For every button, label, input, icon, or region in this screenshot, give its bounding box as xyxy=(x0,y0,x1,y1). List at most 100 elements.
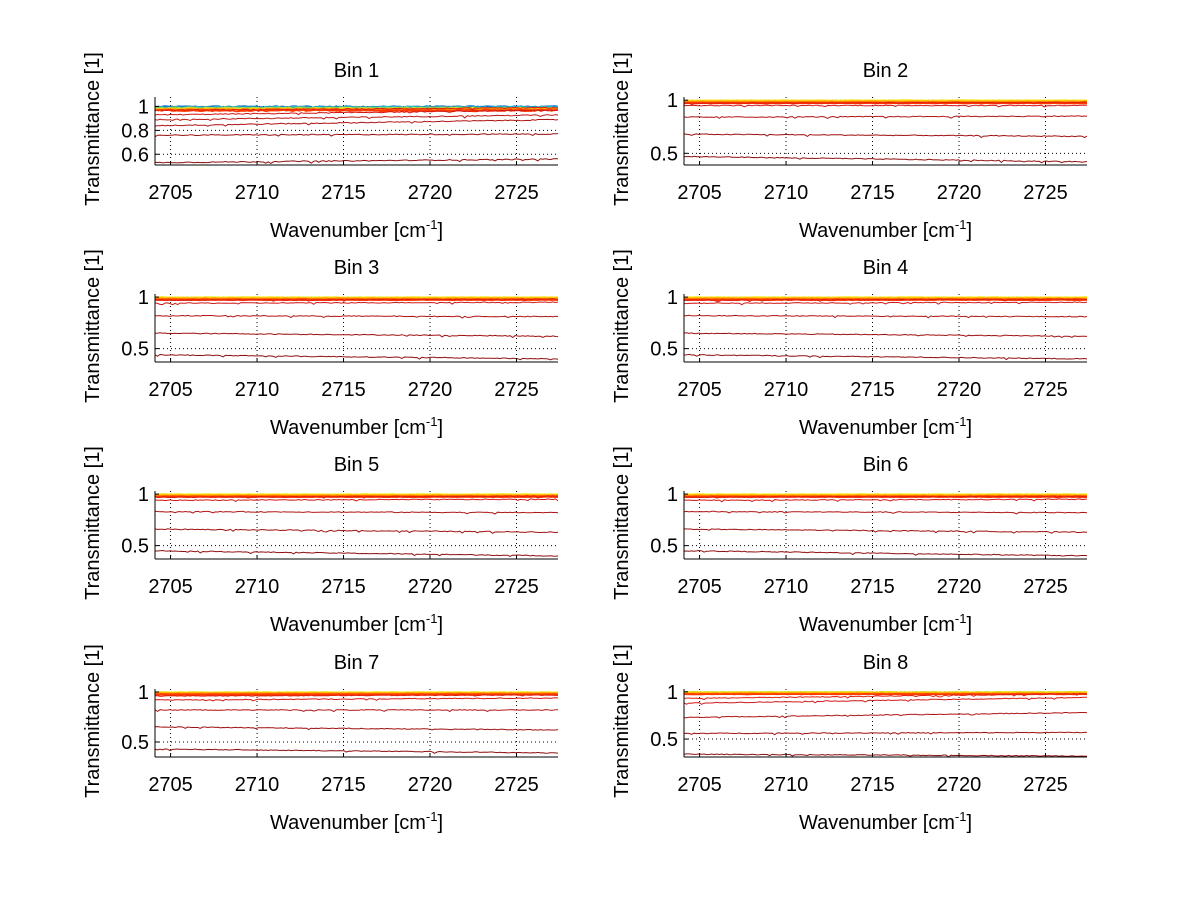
series-group xyxy=(684,296,1087,361)
series-line-curve-b xyxy=(155,697,558,702)
series-line-curve-e xyxy=(684,549,1087,557)
series-group xyxy=(155,296,558,361)
y-tick-label: 1 xyxy=(138,97,149,119)
series-line-curve-e xyxy=(684,353,1087,361)
x-tick-label: 2715 xyxy=(321,774,366,796)
x-tick-label: 2715 xyxy=(850,576,895,598)
series-line-curve-a xyxy=(155,106,558,113)
subplot-title: Bin 3 xyxy=(334,257,380,279)
series-line-curve-a xyxy=(684,495,1087,499)
subplot-title: Bin 2 xyxy=(863,60,909,82)
series-line-curve-e xyxy=(684,155,1087,164)
band-curve xyxy=(155,109,558,113)
band-curve xyxy=(155,496,558,499)
series-group xyxy=(684,690,1087,757)
x-axis-label: Wavenumber [cm-1] xyxy=(799,809,972,834)
x-tick-label: 2720 xyxy=(937,182,982,204)
y-axis-label: Transmittance [1] xyxy=(82,52,104,206)
series-line-curve-e xyxy=(155,748,558,754)
series-line-curve-a xyxy=(684,298,1087,303)
y-tick-label: 0.5 xyxy=(121,536,149,558)
x-tick-label: 2705 xyxy=(677,774,722,796)
y-tick-label: 1 xyxy=(667,90,678,112)
series-line-curve-a xyxy=(155,298,558,302)
x-tick-label: 2705 xyxy=(148,774,193,796)
x-tick-label: 2710 xyxy=(764,379,809,401)
subplot-bin-2: Bin 2 2705 2710 2715 2720 2725 0.5 1 Wavenumber … xyxy=(611,52,1087,242)
x-tick-label: 2710 xyxy=(235,182,280,204)
subplot-bin-8: Bin 8 2705 2710 2715 2720 2725 0.5 1 Wavenumber … xyxy=(611,644,1087,834)
series-line-curve-e xyxy=(684,753,1087,757)
series-group xyxy=(155,493,558,557)
series-line-curve-a xyxy=(684,692,1087,701)
y-axis-label: Transmittance [1] xyxy=(82,644,104,798)
x-axis-label: Wavenumber [cm-1] xyxy=(270,611,443,636)
series-group xyxy=(684,493,1087,557)
x-axis-label: Wavenumber [cm-1] xyxy=(270,414,443,439)
x-tick-label: 2725 xyxy=(494,774,539,796)
x-tick-label: 2710 xyxy=(235,774,280,796)
x-axis-label: Wavenumber [cm-1] xyxy=(270,809,443,834)
series-line-curve-d xyxy=(684,528,1087,534)
series-group xyxy=(155,691,558,754)
y-tick-label: 0.5 xyxy=(650,339,678,361)
y-tick-label: 0.5 xyxy=(650,143,678,165)
x-tick-label: 2715 xyxy=(850,379,895,401)
y-tick-label: 0.5 xyxy=(121,339,149,361)
series-line-curve-c xyxy=(155,114,558,122)
y-tick-label: 0.6 xyxy=(121,144,149,166)
series-line-curve-c xyxy=(684,510,1087,515)
series-line-curve-d xyxy=(155,528,558,534)
x-tick-label: 2705 xyxy=(148,576,193,598)
series-line-curve-b xyxy=(684,104,1087,108)
series-line-curve-e xyxy=(155,353,558,361)
x-tick-label: 2720 xyxy=(408,182,453,204)
series-line-curve-e xyxy=(155,133,558,138)
x-tick-label: 2705 xyxy=(148,182,193,204)
subplot-bin-1: Bin 1 2705 2710 2715 2720 2725 0.60.81 Wavenumb… xyxy=(82,52,558,242)
x-tick-label: 2720 xyxy=(408,576,453,598)
x-tick-label: 2720 xyxy=(937,576,982,598)
x-tick-label: 2725 xyxy=(494,576,539,598)
y-axis-label: Transmittance [1] xyxy=(82,446,104,600)
series-line-curve-b xyxy=(684,696,1087,705)
y-axis-label: Transmittance [1] xyxy=(82,249,104,403)
x-tick-label: 2720 xyxy=(408,774,453,796)
x-tick-label: 2725 xyxy=(494,379,539,401)
x-tick-label: 2720 xyxy=(937,379,982,401)
x-tick-label: 2725 xyxy=(494,182,539,204)
y-tick-label: 1 xyxy=(138,484,149,506)
series-line-curve-e xyxy=(155,549,558,557)
x-tick-label: 2725 xyxy=(1023,576,1068,598)
y-tick-label: 1 xyxy=(667,484,678,506)
y-tick-label: 1 xyxy=(138,287,149,309)
y-axis-label: Transmittance [1] xyxy=(611,446,633,600)
series-line-curve-b xyxy=(155,301,558,306)
x-tick-label: 2710 xyxy=(764,576,809,598)
series-line-curve-d xyxy=(155,332,558,339)
subplot-title: Bin 1 xyxy=(334,60,380,82)
x-axis-label: Wavenumber [cm-1] xyxy=(799,217,972,242)
subplot-bin-3: Bin 3 2705 2710 2715 2720 2725 0.5 1 Wavenumber … xyxy=(82,249,558,439)
x-tick-label: 2715 xyxy=(321,379,366,401)
x-tick-label: 2725 xyxy=(1023,182,1068,204)
x-tick-label: 2705 xyxy=(677,576,722,598)
subplot-title: Bin 4 xyxy=(863,257,909,279)
series-line-curve-b xyxy=(155,109,558,116)
series-line-curve-d xyxy=(155,726,558,731)
subplot-title: Bin 8 xyxy=(863,652,909,674)
subplot-title: Bin 5 xyxy=(334,454,380,476)
x-tick-label: 2715 xyxy=(850,182,895,204)
series-line-curve-b xyxy=(684,301,1087,306)
x-tick-label: 2715 xyxy=(321,576,366,598)
x-tick-label: 2720 xyxy=(937,774,982,796)
series-line-curve-b xyxy=(684,498,1087,503)
subplot-bin-7: Bin 7 2705 2710 2715 2720 2725 0.5 1 Wavenumber … xyxy=(82,644,558,834)
series-line-curve-a xyxy=(155,694,558,697)
x-tick-label: 2725 xyxy=(1023,774,1068,796)
series-line-curve-c xyxy=(155,709,558,713)
series-line-curve-d xyxy=(684,332,1087,338)
x-tick-label: 2720 xyxy=(408,379,453,401)
x-tick-label: 2725 xyxy=(1023,379,1068,401)
